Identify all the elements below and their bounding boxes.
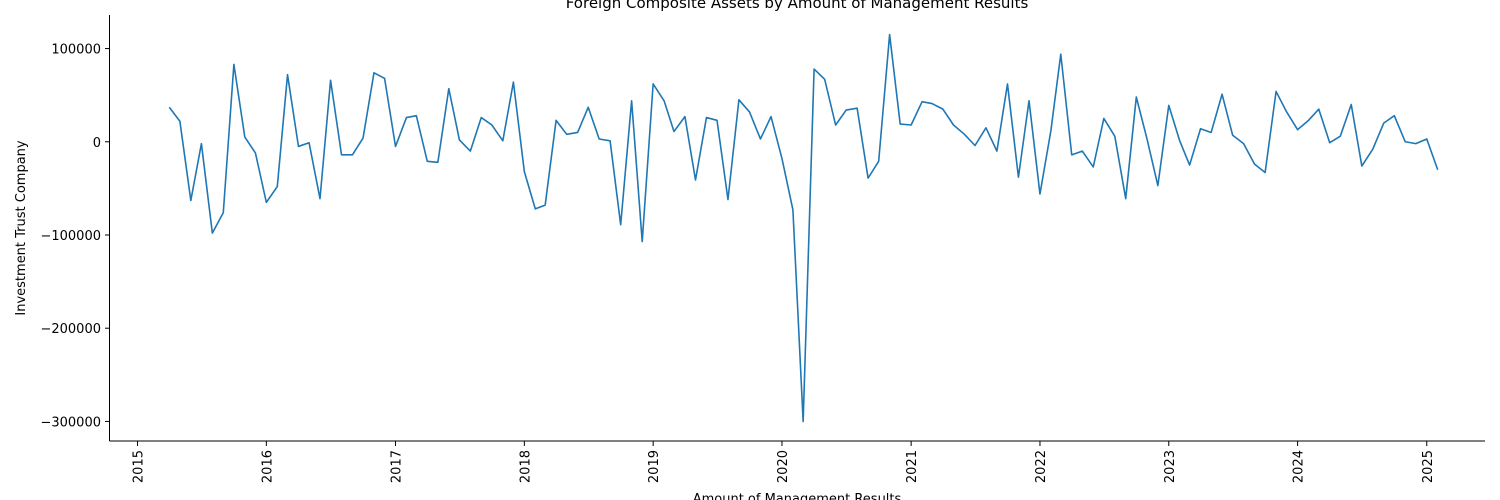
x-tick-label: 2023 (1163, 450, 1178, 483)
x-axis-title: Amount of Management Results (693, 492, 902, 500)
y-axis-title: Investment Trust Company (14, 140, 29, 316)
x-tick-label: 2016 (260, 450, 275, 483)
x-tick-label: 2019 (647, 450, 662, 483)
y-axis-ticks: 100000 0 −100000 −200000 −300000 (40, 43, 110, 430)
y-tick-label: 100000 (51, 43, 101, 58)
x-tick-label: 2018 (518, 450, 533, 483)
y-tick-label: −200000 (40, 322, 101, 337)
y-tick-label: −300000 (40, 415, 101, 430)
x-tick-label: 2015 (132, 450, 147, 483)
x-tick-label: 2020 (776, 450, 791, 483)
series-line (168, 33, 1439, 423)
y-tick-label: −100000 (40, 229, 101, 244)
x-tick-label: 2017 (390, 450, 405, 483)
x-tick-label: 2022 (1034, 450, 1049, 483)
plot-area (168, 33, 1439, 423)
chart-title: Foreign Composite Assets by Amount of Ma… (566, 0, 1029, 12)
x-axis-ticks: 2015 2016 2017 2018 2019 2020 2021 2022 2023 2024… (132, 441, 1436, 483)
x-tick-label: 2025 (1421, 450, 1436, 483)
x-tick-label: 2021 (905, 450, 920, 483)
x-tick-label: 2024 (1292, 450, 1307, 483)
y-tick-label: 0 (93, 136, 101, 151)
